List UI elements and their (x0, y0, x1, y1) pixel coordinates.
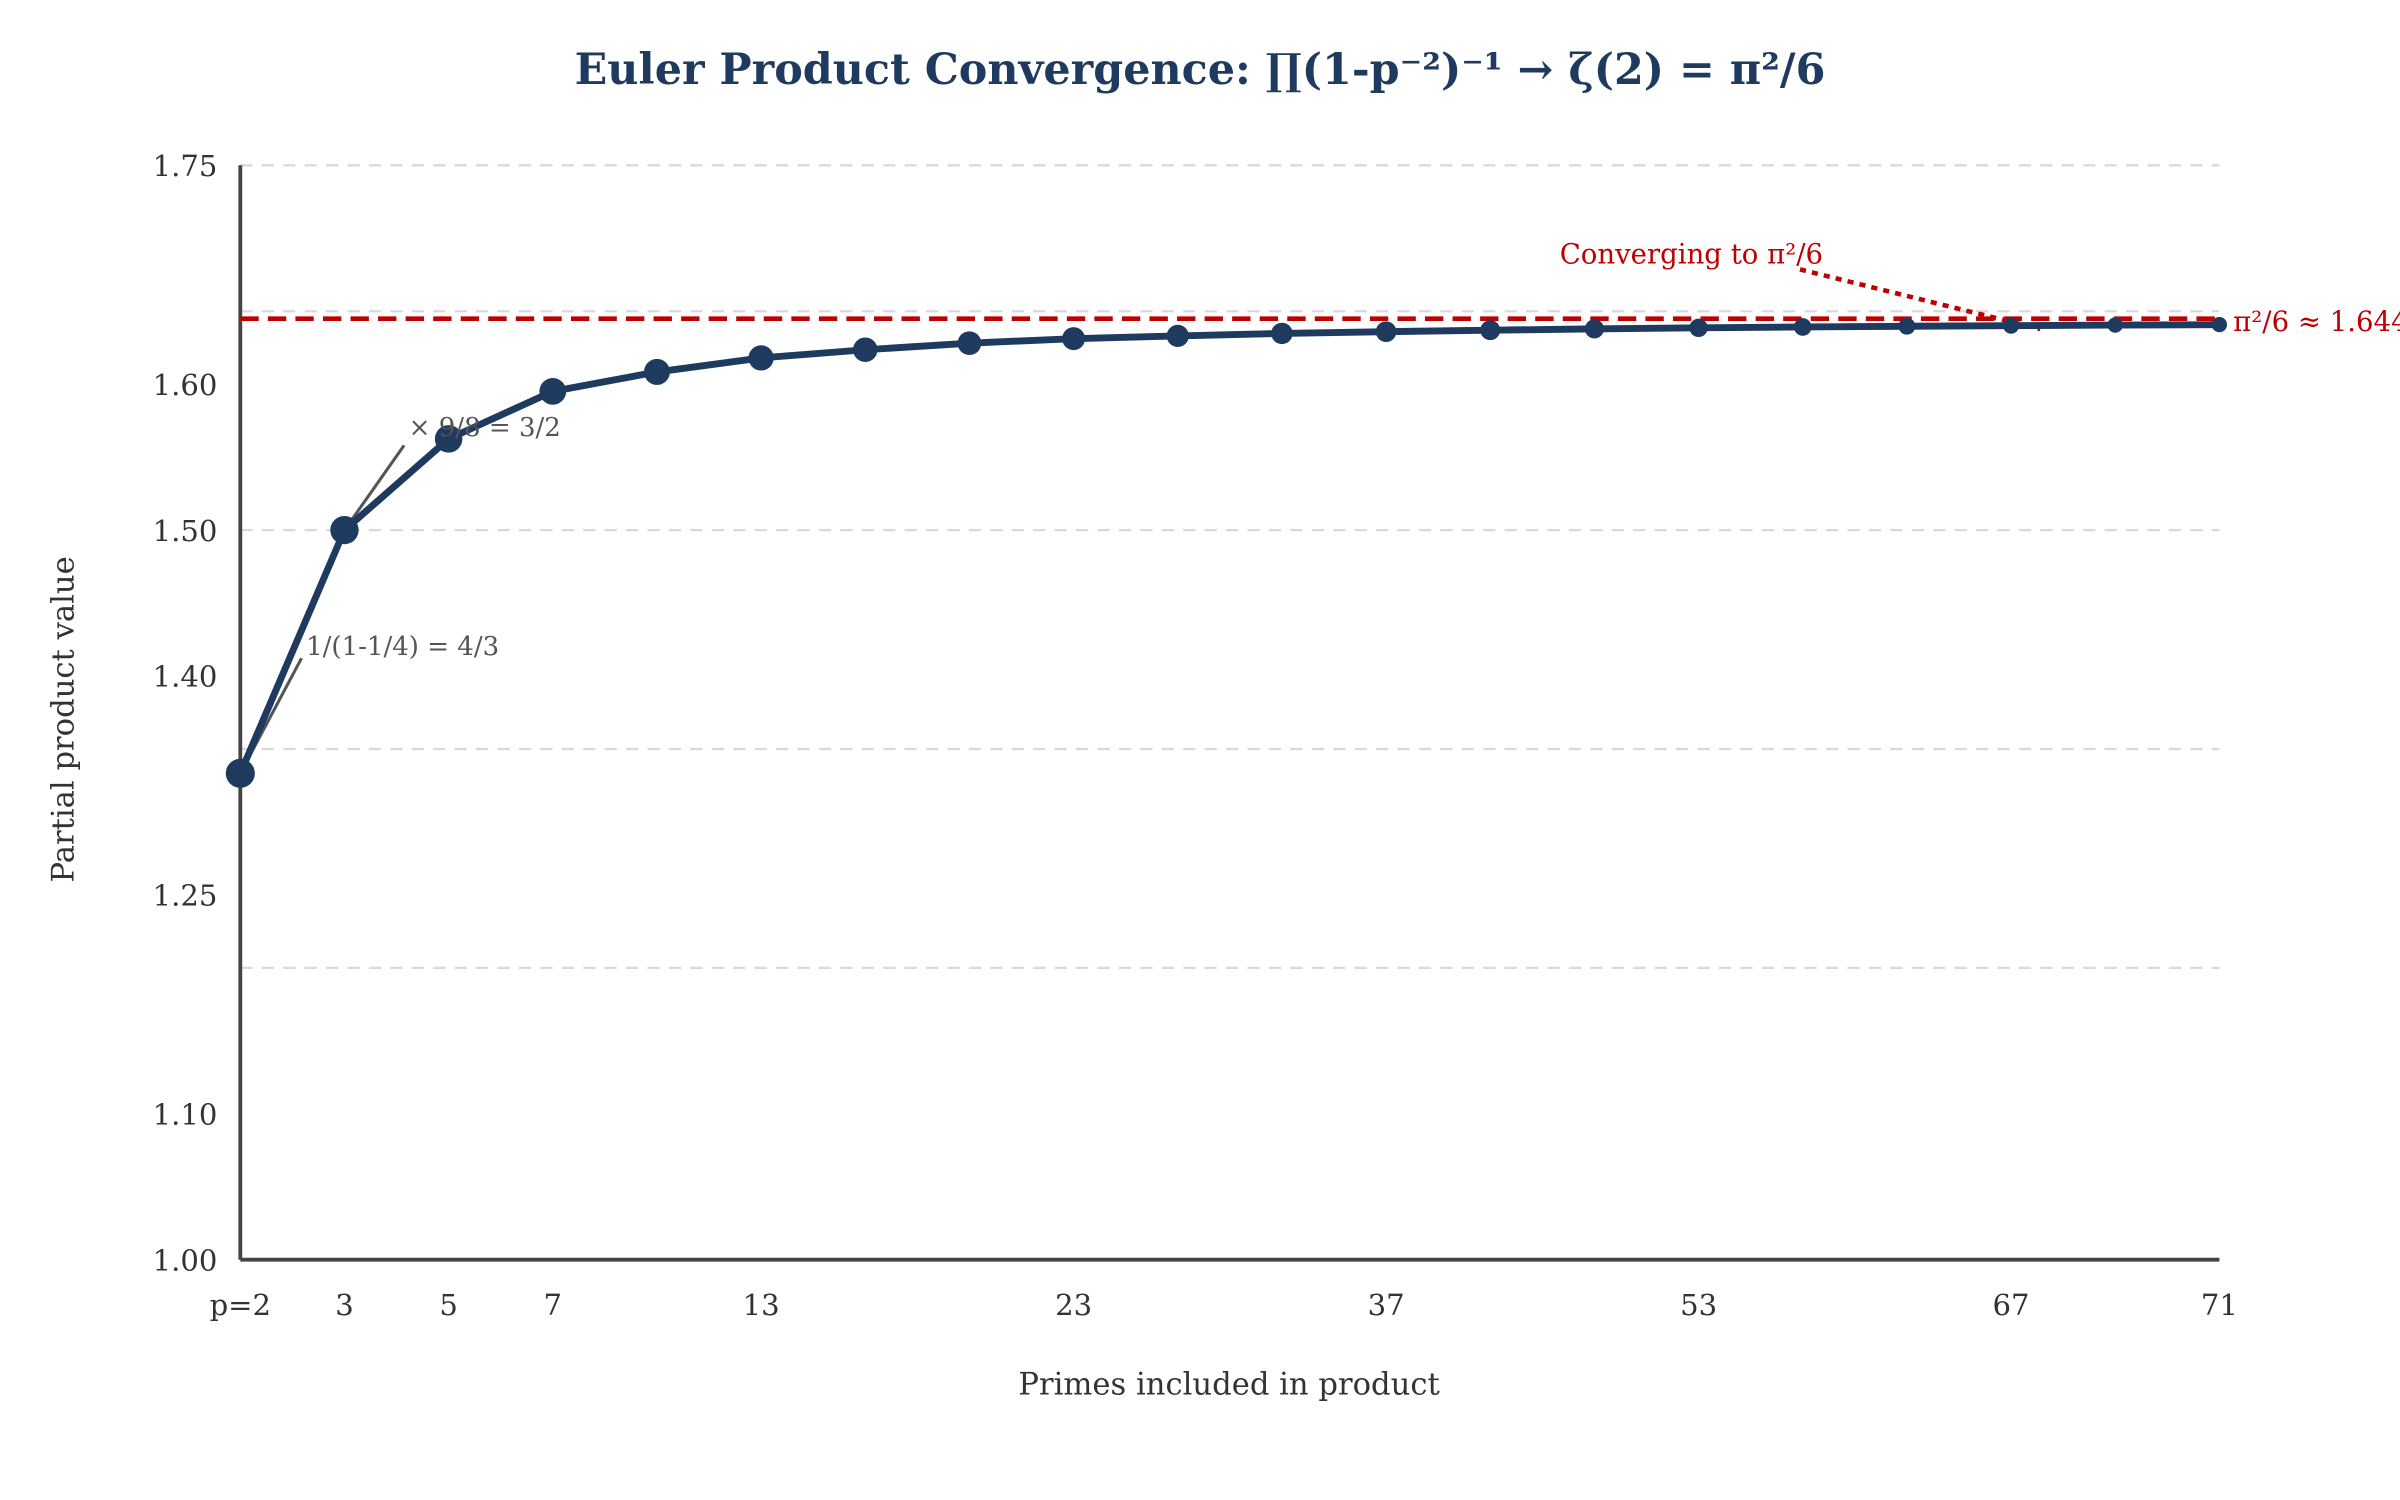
x-tick-label: 7 (544, 1288, 563, 1322)
data-point (1793, 318, 1812, 336)
y-tick-label: 1.60 (153, 368, 218, 402)
data-point (1375, 321, 1397, 342)
series-line (237, 321, 2220, 775)
x-tick-label: 5 (439, 1288, 458, 1322)
annotation-first-factor: 1/(1-1/4) = 4/3 (306, 632, 499, 662)
annotation-leader (343, 444, 406, 531)
y-tick-label: 1.25 (153, 879, 218, 913)
annotation-leader (1799, 267, 2041, 332)
data-point (2003, 317, 2020, 334)
grid (240, 164, 2220, 970)
x-axis-label: Primes included in product (1018, 1367, 1440, 1402)
data-point (539, 377, 567, 405)
x-tick-label: 71 (2201, 1288, 2238, 1322)
data-point (1480, 320, 1501, 341)
data-point (1689, 318, 1708, 338)
data-point (1166, 324, 1189, 347)
chart-title: Euler Product Convergence: ∏(1-p⁻²)⁻¹ → … (575, 45, 1826, 95)
reference-label: π²/6 ≈ 1.644 (2233, 306, 2400, 338)
data-point (1062, 327, 1086, 351)
series-points (225, 316, 2228, 788)
y-tick-label: 1.00 (153, 1243, 218, 1277)
y-tick-label: 1.40 (153, 660, 218, 694)
x-axis-ticks: p=2 3 5 7 13 23 37 53 67 71 (210, 1288, 2238, 1322)
x-tick-label: 37 (1368, 1288, 1405, 1322)
y-axis-label: Partial product value (46, 556, 81, 882)
data-point (2107, 317, 2123, 333)
data-point (957, 331, 982, 356)
y-tick-label: 1.50 (153, 514, 218, 548)
annotation-converging: Converging to π²/6 (1560, 238, 1823, 270)
data-point (434, 425, 463, 453)
data-point (2211, 316, 2228, 333)
data-point (853, 337, 878, 362)
x-tick-label: 23 (1055, 1288, 1092, 1322)
y-tick-label: 1.75 (153, 149, 218, 183)
data-point (330, 515, 359, 545)
annotation-second-factor: × 9/8 = 3/2 (409, 413, 561, 443)
x-tick-label: 3 (335, 1288, 354, 1322)
data-point (748, 345, 774, 371)
y-tick-label: 1.10 (153, 1097, 218, 1131)
annotation-lines (238, 267, 2041, 775)
data-point (1271, 322, 1293, 345)
data-point (225, 758, 255, 788)
x-tick-label: 67 (1993, 1288, 2030, 1322)
x-tick-label: 13 (743, 1288, 780, 1322)
x-tick-label: 53 (1680, 1288, 1717, 1322)
data-point (1898, 317, 1916, 335)
data-point (1584, 319, 1604, 339)
data-point (643, 358, 670, 385)
y-axis-ticks: 1.00 1.10 1.25 1.40 1.50 1.60 1.75 (153, 149, 218, 1277)
x-tick-label: p=2 (210, 1288, 271, 1322)
